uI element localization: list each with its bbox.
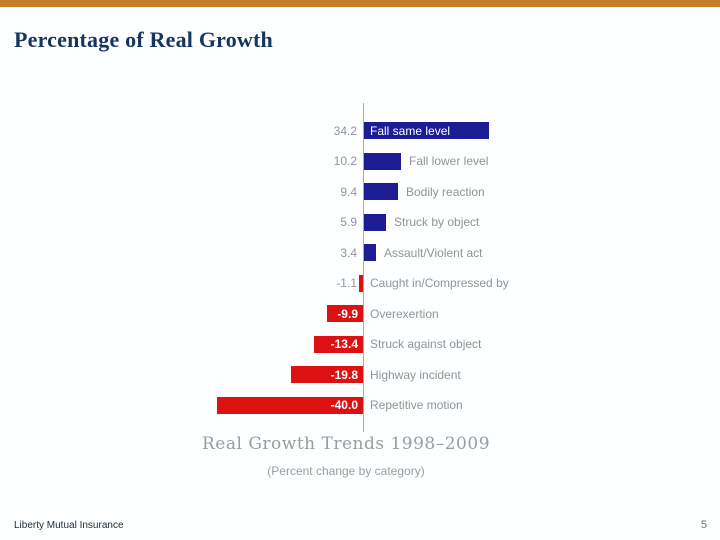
bar-value-label: 3.4 <box>340 245 357 260</box>
top-accent-bar <box>0 0 720 7</box>
bar <box>364 244 376 261</box>
page-number: 5 <box>700 519 707 531</box>
bar-category-label: Fall same level <box>370 123 451 138</box>
chart-title: Real Growth Trends 1998–2009 <box>201 434 491 454</box>
bar <box>217 396 363 414</box>
bar-value-label: 9.4 <box>340 184 357 199</box>
bar-category-label: Overexertion <box>370 306 439 321</box>
bar-value-label: -19.8 <box>330 367 358 382</box>
bar-category-label: Assault/Violent act <box>384 245 483 260</box>
bar-value-label: -40.0 <box>330 398 358 412</box>
bar-category-label: Repetitive motion <box>370 398 463 412</box>
bar <box>359 274 363 292</box>
bar <box>364 152 401 170</box>
bar-value-label: -1.1 <box>336 276 357 290</box>
bar-category-label: Bodily reaction <box>406 184 485 199</box>
slide-title: Percentage of Real Growth <box>14 27 273 52</box>
bar <box>364 122 489 139</box>
bar-category-label: Highway incident <box>370 367 461 382</box>
chart-axis-line <box>363 103 364 432</box>
bar-category-label: Fall lower level <box>409 154 489 168</box>
bar-value-label: 10.2 <box>333 154 357 168</box>
bar-value-label: -13.4 <box>330 337 358 351</box>
bar <box>314 335 363 353</box>
bar <box>364 183 398 200</box>
bar-value-label: -9.9 <box>337 306 358 321</box>
bar <box>364 213 386 231</box>
bar-category-label: Struck against object <box>370 337 482 351</box>
footer-company: Liberty Mutual Insurance <box>14 520 124 531</box>
bar <box>327 305 363 322</box>
bar <box>291 366 363 383</box>
chart-subtitle: (Percent change by category) <box>267 464 425 478</box>
bar-category-label: Caught in/Compressed by <box>370 276 509 290</box>
bar-value-label: 34.2 <box>333 123 357 138</box>
bar-category-label: Struck by object <box>394 215 480 229</box>
bar-chart: 34.2 Fall same level 10.2 Fall lower level 9… <box>180 100 560 490</box>
bar-value-label: 5.9 <box>340 215 357 229</box>
